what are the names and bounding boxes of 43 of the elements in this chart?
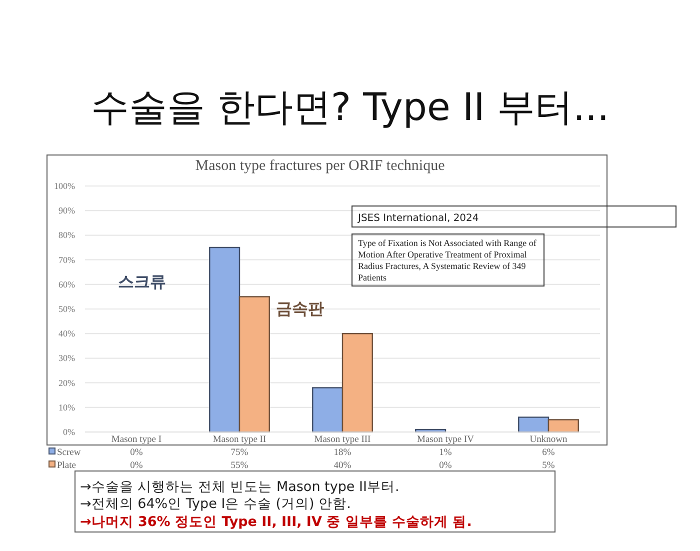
data-label: 18% — [334, 448, 352, 458]
annotation: 금속판 — [276, 299, 324, 318]
bar — [342, 333, 373, 433]
data-label: 40% — [334, 461, 352, 471]
data-label: 0% — [130, 448, 143, 458]
bar — [312, 387, 344, 433]
data-label: 55% — [230, 461, 248, 471]
y-tick-label: 20% — [58, 378, 76, 388]
bar — [518, 416, 550, 433]
data-label: 0% — [130, 461, 143, 471]
chart-title: 수술을 한다면? Type II 부터... — [90, 85, 610, 129]
y-tick-label: 10% — [58, 402, 76, 412]
annotation: JSES International, 2024 — [357, 213, 479, 224]
y-tick-label: 30% — [58, 353, 76, 364]
bar — [238, 296, 270, 433]
y-tick-label: 70% — [58, 254, 76, 265]
text: →수술을 시행하는 전체 빈도는 Mason type II부터. — [80, 479, 400, 495]
data-label: 0% — [439, 461, 452, 471]
text: →전체의 64%인 Type I은 수술 (거의) 안함. — [80, 496, 351, 512]
x-tick-label: Mason type III — [314, 435, 371, 445]
y-tick-label: 50% — [58, 304, 76, 314]
x-tick-label: Unknown — [530, 435, 568, 445]
x-tick-label: Mason type IV — [417, 435, 474, 445]
x-tick-label: Mason type I — [111, 435, 162, 445]
text: →나머지 36% 정도인 Type II, III, IV 중 일부를 수술하게 됨. — [80, 514, 472, 530]
annotation: 스크류 — [118, 272, 166, 291]
annotation: Type of Fixation is Not Associated with Range of Motion After Operative Treatment of Proximal Radius Fractures, A Systematic Review of 349 Patients — [358, 238, 536, 282]
bar — [548, 419, 579, 433]
data-label: 5% — [542, 461, 555, 471]
y-tick-label: 80% — [58, 230, 76, 240]
y-tick-label: 90% — [58, 206, 76, 216]
data-label: 6% — [542, 448, 555, 458]
data-label: 75% — [230, 448, 248, 458]
bar — [209, 246, 240, 433]
data-label: 1% — [439, 448, 452, 458]
chart-subtitle: Mason type fractures per ORIF technique — [195, 158, 446, 174]
y-tick-label: 0% — [63, 427, 76, 437]
y-tick-label: 60% — [58, 279, 76, 290]
y-tick-label: 100% — [54, 181, 76, 191]
y-tick-label: 40% — [58, 328, 76, 339]
legend-label: Screw — [57, 448, 81, 458]
legend-label: Plate — [57, 461, 76, 471]
x-tick-label: Mason type II — [212, 435, 266, 445]
